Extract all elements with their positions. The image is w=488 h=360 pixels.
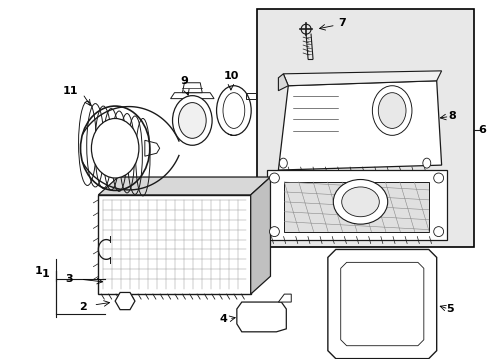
Ellipse shape — [172, 96, 212, 145]
Ellipse shape — [433, 173, 443, 183]
Polygon shape — [98, 177, 270, 195]
Ellipse shape — [251, 314, 258, 320]
Polygon shape — [256, 9, 473, 247]
Text: 3: 3 — [65, 274, 72, 284]
Polygon shape — [236, 302, 286, 332]
Text: 6: 6 — [477, 125, 485, 135]
Polygon shape — [278, 81, 441, 170]
Text: 5: 5 — [446, 304, 453, 314]
Polygon shape — [283, 71, 441, 86]
Polygon shape — [266, 170, 446, 239]
Polygon shape — [144, 140, 160, 156]
Polygon shape — [284, 182, 428, 231]
Text: 1: 1 — [35, 266, 43, 276]
Ellipse shape — [279, 158, 287, 168]
Ellipse shape — [266, 315, 269, 319]
Polygon shape — [170, 93, 214, 99]
Polygon shape — [327, 249, 436, 359]
Polygon shape — [278, 294, 291, 302]
Polygon shape — [182, 83, 202, 93]
Ellipse shape — [433, 227, 443, 237]
Ellipse shape — [120, 296, 130, 306]
Text: 10: 10 — [223, 71, 238, 81]
Polygon shape — [98, 195, 250, 294]
Polygon shape — [245, 93, 255, 99]
Ellipse shape — [372, 86, 411, 135]
Text: 9: 9 — [180, 76, 188, 86]
Ellipse shape — [253, 315, 256, 319]
Polygon shape — [250, 177, 270, 294]
Text: 1: 1 — [42, 269, 50, 279]
Ellipse shape — [341, 187, 379, 217]
Ellipse shape — [333, 180, 387, 224]
Text: 4: 4 — [219, 314, 226, 324]
Ellipse shape — [378, 93, 405, 129]
Text: 11: 11 — [63, 86, 79, 96]
Text: 8: 8 — [447, 111, 455, 121]
Ellipse shape — [178, 103, 206, 138]
Polygon shape — [278, 74, 288, 91]
Ellipse shape — [269, 227, 279, 237]
Ellipse shape — [269, 173, 279, 183]
Ellipse shape — [422, 158, 430, 168]
Ellipse shape — [91, 118, 139, 178]
Ellipse shape — [264, 314, 271, 320]
Polygon shape — [115, 292, 135, 310]
Text: 7: 7 — [337, 18, 345, 28]
Text: 2: 2 — [79, 302, 86, 312]
